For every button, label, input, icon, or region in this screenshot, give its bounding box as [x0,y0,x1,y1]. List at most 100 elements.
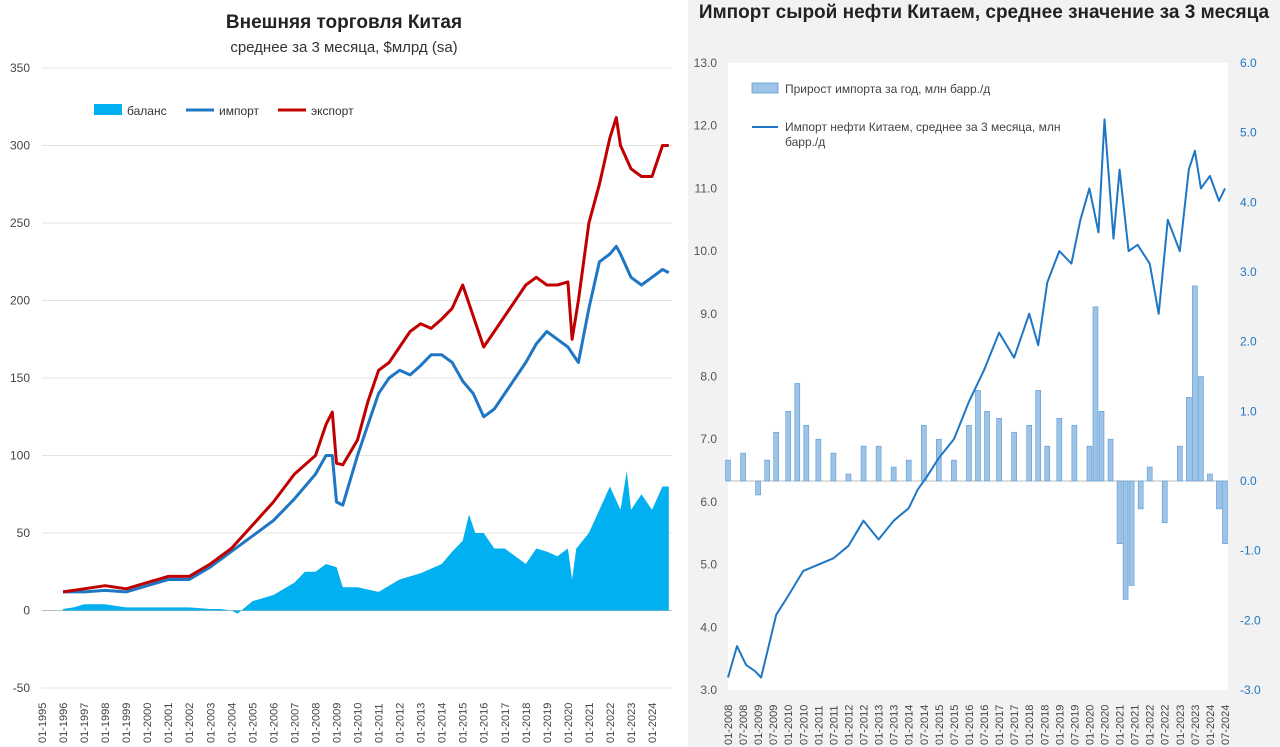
balance-area [63,471,669,614]
growth-bar [1057,418,1062,481]
x-tick-label: 01-2023 [1175,705,1187,745]
growth-bar [1012,432,1017,481]
y-tick-label: 50 [17,526,31,540]
x-tick-label: 07-2009 [768,705,780,745]
right-y-tick-label: 0.0 [1240,474,1257,488]
x-tick-label: 07-2022 [1160,705,1172,745]
left-y-tick-label: 3.0 [700,683,717,697]
x-tick-label: 01-2007 [289,703,301,743]
left-y-tick-label: 8.0 [700,370,717,384]
x-tick-label: 07-2023 [1190,705,1202,745]
x-tick-label: 01-2020 [563,703,575,743]
x-tick-label: 01-1999 [121,703,133,743]
growth-bar [1162,481,1167,523]
growth-bar [1117,481,1122,544]
x-tick-label: 01-2006 [268,703,280,743]
right-plot-area [728,63,1228,690]
x-tick-label: 07-2014 [919,705,931,745]
x-tick-label: 01-2000 [142,703,154,743]
legend-growth-label: Прирост импорта за год, млн барр./д [785,82,990,96]
x-tick-label: 01-1997 [79,703,91,743]
x-tick-label: 07-2016 [979,705,991,745]
x-tick-label: 01-2021 [1115,705,1127,745]
x-tick-label: 07-2008 [738,705,750,745]
x-tick-label: 07-2015 [949,705,961,745]
x-tick-label: 01-2023 [626,703,638,743]
growth-bar [1129,481,1134,586]
legend-import-label: импорт [219,104,260,118]
growth-bar [1099,411,1104,481]
legend-export-label: экспорт [311,104,354,118]
growth-bar [951,460,956,481]
x-tick-label: 01-2002 [184,703,196,743]
right-y-tick-label: -1.0 [1240,544,1261,558]
left-chart-panel: Внешняя торговля Китая среднее за 3 меся… [0,0,688,747]
growth-bar [786,411,791,481]
growth-bar [1072,425,1077,481]
left-chart-svg: -50 0 50 100 150 200 250 300 350 01-1995 01-1996 01… [0,0,688,747]
legend-growth-swatch [752,83,778,93]
x-tick-label: 01-2018 [521,703,533,743]
y-tick-label: 100 [10,449,30,463]
right-y-tick-label: 3.0 [1240,265,1257,279]
x-tick-label: 07-2017 [1009,705,1021,745]
x-tick-label: 01-2012 [843,705,855,745]
export-line [63,118,669,592]
growth-bar [1108,439,1113,481]
right-y-tick-label: 5.0 [1240,126,1257,140]
growth-bar [1045,446,1050,481]
growth-bar [1198,377,1203,482]
right-y-tick-label: 6.0 [1240,56,1257,70]
growth-bar [1027,425,1032,481]
growth-bar [756,481,761,495]
x-tick-label: 01-2014 [904,705,916,745]
growth-bar [1192,286,1197,481]
x-tick-label: 01-2013 [874,705,886,745]
growth-bar [985,411,990,481]
growth-bar [1207,474,1212,481]
growth-bar [816,439,821,481]
x-tick-label: 01-2022 [1145,705,1157,745]
growth-bar [1123,481,1128,599]
x-tick-label: 07-2024 [1220,705,1232,745]
growth-bar [997,418,1002,481]
growth-bar [741,453,746,481]
x-tick-label: 01-2022 [605,703,617,743]
x-tick-label: 01-2010 [783,705,795,745]
growth-bar [861,446,866,481]
x-tick-label: 01-2024 [1205,705,1217,745]
left-y-tick-label: 7.0 [700,432,717,446]
x-tick-label: 01-2024 [647,703,659,743]
growth-bar [1177,446,1182,481]
y-tick-label: -50 [13,681,31,695]
y-tick-label: 300 [10,139,30,153]
growth-bar [1222,481,1227,544]
growth-bar [1186,397,1191,481]
growth-bar [774,432,779,481]
y-tick-label: 0 [23,604,30,618]
x-tick-label: 01-2019 [1054,705,1066,745]
x-tick-label: 01-2015 [934,705,946,745]
x-tick-label: 01-2011 [813,705,825,745]
right-y-tick-label: -3.0 [1240,683,1261,697]
y-tick-label: 150 [10,371,30,385]
y-tick-label: 250 [10,216,30,230]
growth-bar [966,425,971,481]
growth-bar [831,453,836,481]
right-y-tick-label: -2.0 [1240,613,1261,627]
growth-bar [846,474,851,481]
right-chart-panel: Импорт сырой нефти Китаем, среднее значе… [688,0,1280,747]
y-tick-label: 350 [10,61,30,75]
growth-bar [795,383,800,481]
y-tick-label: 200 [10,294,30,308]
x-tick-label: 01-2011 [374,703,386,743]
growth-bar [1216,481,1221,509]
x-tick-label: 07-2013 [889,705,901,745]
left-y-tick-label: 4.0 [700,620,717,634]
growth-bar [804,425,809,481]
right-y-tick-label: 2.0 [1240,335,1257,349]
growth-bar [765,460,770,481]
legend-balance-label: баланс [127,104,167,118]
growth-bar [1138,481,1143,509]
x-tick-label: 07-2010 [798,705,810,745]
